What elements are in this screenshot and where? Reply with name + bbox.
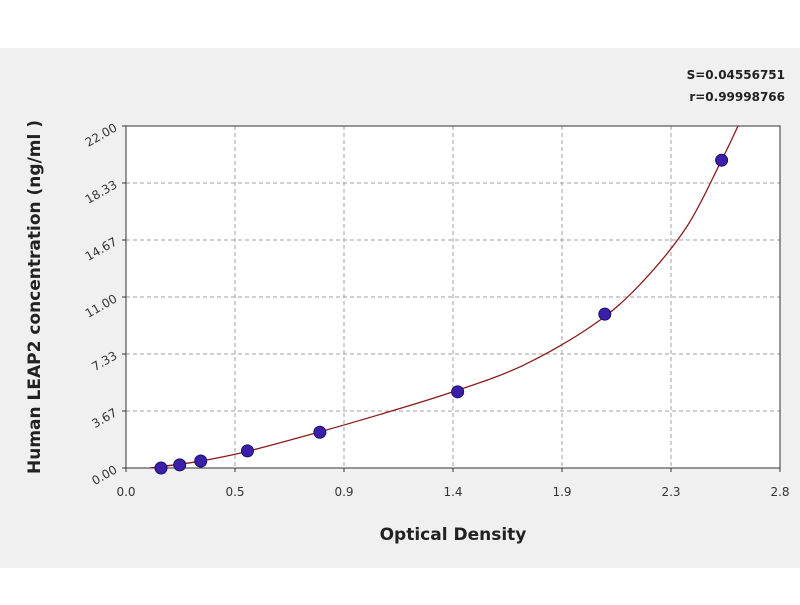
stats-r-value: r=0.99998766: [689, 90, 785, 104]
x-axis-title: Optical Density: [380, 525, 527, 545]
x-tick-label: 1.9: [552, 485, 571, 499]
stats-s-value: S=0.04556751: [687, 68, 785, 82]
data-point: [240, 444, 254, 458]
data-point: [715, 153, 729, 167]
grid-layer: [126, 126, 780, 468]
x-tick-label: 2.3: [661, 485, 680, 499]
data-point: [313, 425, 327, 439]
x-tick-label: 1.4: [443, 485, 462, 499]
axes-layer: [122, 125, 781, 472]
data-points: [154, 153, 729, 475]
x-tick-labels: 0.0 0.5 0.9 1.4 1.9 2.3 2.8: [116, 485, 789, 499]
data-point: [154, 461, 168, 475]
data-point: [173, 458, 187, 472]
data-point: [598, 307, 612, 321]
data-point: [194, 454, 208, 468]
y-axis-title: Human LEAP2 concentration (ng/ml ): [25, 120, 45, 474]
x-tick-label: 0.5: [225, 485, 244, 499]
x-tick-label: 0.9: [334, 485, 353, 499]
data-point: [451, 385, 465, 399]
x-tick-label: 0.0: [116, 485, 135, 499]
x-tick-label: 2.8: [770, 485, 789, 499]
